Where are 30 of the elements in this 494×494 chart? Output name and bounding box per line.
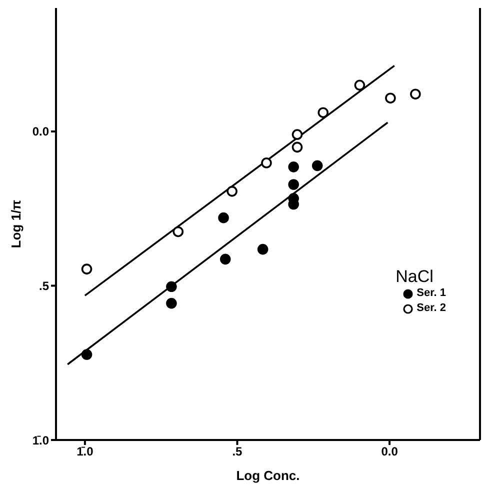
legend-title: NaCl	[396, 267, 434, 286]
y-tick-label: 1̄.0	[32, 433, 50, 448]
point	[166, 298, 177, 309]
point	[257, 244, 268, 255]
y-tick-label: 0.0	[32, 124, 50, 139]
y-tick-label: .5	[38, 278, 50, 293]
point	[288, 162, 299, 172]
point	[166, 281, 177, 292]
point	[81, 264, 92, 274]
point	[172, 226, 184, 238]
point	[292, 142, 303, 153]
point	[261, 158, 272, 168]
point	[292, 129, 303, 140]
point	[312, 160, 323, 172]
point	[218, 212, 229, 224]
point	[288, 179, 299, 190]
point	[226, 186, 238, 197]
x-tick-label: 1̄.0	[76, 444, 94, 459]
point	[220, 254, 231, 265]
y-axis-title: Log 1/π	[8, 200, 24, 248]
legend-label: Ser. 2	[416, 301, 446, 316]
x-tick-label: 0.0	[381, 444, 398, 459]
point	[385, 92, 396, 104]
point	[354, 80, 366, 91]
point	[410, 88, 421, 100]
point	[81, 349, 92, 360]
x-axis-title: Log Conc.	[236, 468, 300, 483]
x-tick-label: .5	[232, 444, 243, 459]
legend-label: Ser. 1	[416, 286, 446, 301]
point	[318, 107, 329, 118]
